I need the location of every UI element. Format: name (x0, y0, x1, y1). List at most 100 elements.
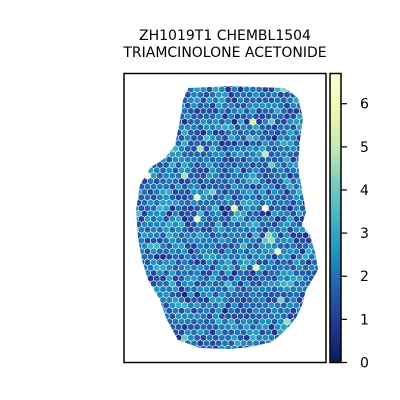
tissue-spot (225, 302, 231, 309)
tissue-spot (290, 221, 297, 228)
tissue-spot (302, 253, 309, 261)
tissue-spot (293, 291, 300, 298)
tissue-spot (305, 269, 312, 277)
tissue-spot (188, 96, 194, 104)
tissue-spot (138, 204, 145, 212)
tissue-spot (296, 264, 303, 271)
tissue-spot (246, 275, 253, 282)
tissue-spot (136, 329, 142, 336)
tissue-spot (206, 345, 213, 349)
tissue-spot (318, 259, 324, 266)
tissue-spot (197, 264, 204, 271)
tissue-spot (144, 280, 151, 288)
tissue-spot (234, 221, 241, 228)
tissue-spot (209, 86, 216, 88)
tissue-spot (284, 86, 290, 88)
tissue-spot (299, 86, 306, 93)
tissue-spot (144, 118, 151, 126)
tissue-spot (138, 96, 145, 104)
tissue-spot (250, 215, 256, 223)
tissue-spot (250, 107, 256, 115)
tissue-spot (188, 204, 194, 212)
tissue-spot (209, 307, 216, 315)
tissue-spot (219, 312, 225, 320)
tissue-spot (166, 199, 173, 207)
tissue-spot (188, 291, 194, 298)
tissue-spot (318, 97, 324, 104)
tissue-spot (191, 91, 197, 99)
tissue-spot (262, 237, 269, 244)
tissue-spot (203, 156, 210, 163)
tissue-spot (287, 161, 293, 169)
tissue-spot (206, 323, 213, 331)
tissue-spot (290, 253, 297, 261)
tissue-spot (219, 161, 225, 169)
tissue-spot (150, 334, 157, 342)
tissue-spot (228, 177, 235, 185)
tissue-spot (256, 269, 262, 277)
tissue-spot (166, 275, 173, 282)
tissue-spot (281, 86, 287, 93)
tissue-spot (147, 210, 154, 217)
tissue-spot (284, 275, 290, 282)
tissue-spot (228, 210, 235, 217)
tissue-spot (284, 156, 290, 163)
tissue-spot (178, 329, 185, 336)
tissue-spot (243, 183, 250, 190)
tissue-spot (293, 248, 300, 255)
tissue-spot (234, 275, 241, 282)
tissue-spot (253, 264, 259, 271)
tissue-spot (172, 113, 179, 120)
tissue-spot (138, 118, 145, 126)
plot-frame (123, 72, 327, 364)
tissue-spot (308, 296, 315, 304)
tissue-spot (231, 248, 238, 255)
tissue-spot (256, 204, 262, 212)
tissue-spot (209, 123, 216, 131)
tissue-spot (271, 91, 278, 99)
tissue-spot (200, 118, 207, 126)
tissue-spot (274, 194, 281, 201)
colorbar-tick-label: 2 (360, 269, 369, 285)
tissue-spot (231, 258, 238, 266)
tissue-spot (163, 269, 169, 277)
tissue-spot (302, 339, 309, 347)
tissue-spot (191, 307, 197, 315)
tissue-spot (136, 237, 138, 244)
tissue-spot (259, 242, 266, 250)
tissue-spot (293, 118, 300, 126)
tissue-spot (293, 323, 300, 331)
tissue-spot (302, 307, 309, 315)
tissue-spot (234, 134, 241, 142)
tissue-spot (129, 221, 135, 228)
tissue-spot (268, 161, 275, 169)
tissue-spot (240, 145, 247, 153)
tissue-spot (305, 345, 312, 349)
tissue-spot (262, 323, 269, 331)
tissue-spot (212, 258, 219, 266)
tissue-spot (163, 258, 169, 266)
tissue-spot (299, 345, 306, 349)
tissue-spot (246, 177, 253, 185)
tissue-spot (240, 264, 247, 271)
tissue-spot (287, 204, 293, 212)
tissue-spot (234, 86, 241, 88)
tissue-spot (136, 86, 138, 93)
tissue-spot (203, 188, 210, 196)
tissue-spot (253, 210, 259, 217)
tissue-spot (287, 86, 293, 93)
tissue-spot (153, 231, 160, 239)
colorbar-tick-label: 1 (360, 312, 369, 328)
tissue-spot (175, 204, 182, 212)
tissue-spot (147, 253, 154, 261)
tissue-spot (246, 134, 253, 142)
tissue-spot (181, 302, 188, 309)
tissue-spot (256, 345, 262, 349)
tissue-spot (138, 334, 145, 342)
tissue-spot (129, 308, 135, 315)
tissue-spot (141, 253, 148, 261)
tissue-spot (228, 296, 235, 304)
tissue-spot (141, 221, 148, 228)
tissue-spot (184, 231, 191, 239)
tissue-spot (281, 312, 287, 320)
